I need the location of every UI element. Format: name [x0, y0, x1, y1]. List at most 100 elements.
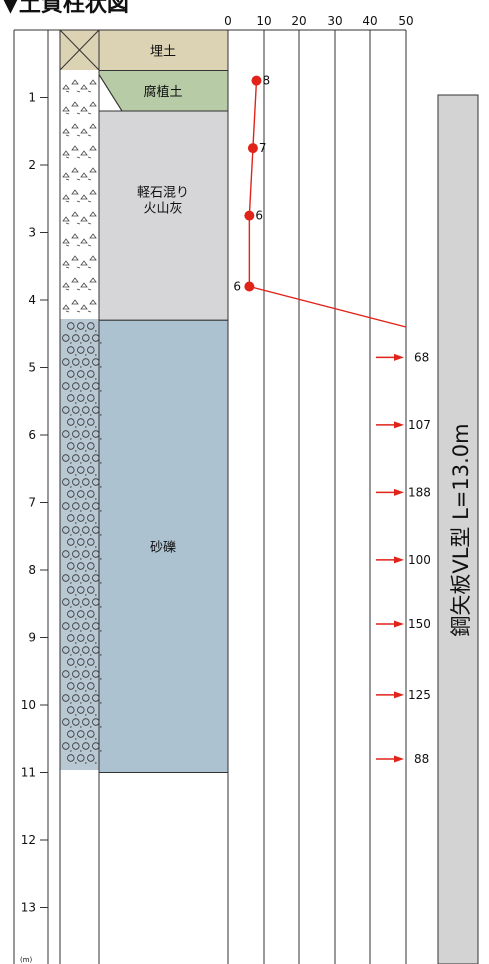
- sand-dot: [90, 606, 92, 608]
- soil-pattern-column: [59, 29, 102, 770]
- gravel-mark: [72, 406, 80, 414]
- depth-tick-label: 10: [21, 698, 36, 712]
- sand-dot: [75, 642, 77, 644]
- sand-dot: [85, 378, 87, 380]
- gravel-mark: [77, 322, 85, 330]
- ash-mark: [76, 112, 81, 115]
- gravel-mark: [72, 694, 80, 702]
- sand-dot: [75, 402, 77, 404]
- spt-over-value-label: 68: [414, 350, 429, 364]
- pumice-mark: [89, 299, 97, 305]
- ash-mark: [65, 200, 70, 203]
- ash-mark: [76, 156, 81, 159]
- gravel-mark: [82, 478, 90, 486]
- sand-dot: [95, 498, 97, 500]
- sand-dot: [95, 474, 97, 476]
- gravel-mark: [62, 550, 70, 558]
- depth-tick-label: 2: [28, 158, 36, 172]
- sand-dot: [70, 462, 72, 464]
- pumice-mark: [62, 282, 70, 288]
- gravel-mark: [67, 346, 75, 354]
- spt-over-arrow-head: [394, 755, 404, 763]
- sand-dot: [75, 714, 77, 716]
- sand-dot: [85, 474, 87, 476]
- gravel-mark: [62, 406, 70, 414]
- pumice-mark: [89, 145, 97, 151]
- gravel-mark: [62, 382, 70, 390]
- sand-dot: [75, 570, 77, 572]
- gravel-mark: [62, 694, 70, 702]
- gravel-mark: [87, 442, 95, 450]
- sand-dot: [80, 726, 82, 728]
- pumice-mark: [62, 304, 70, 310]
- sand-dot: [100, 630, 102, 632]
- gravel-mark: [67, 442, 75, 450]
- gravel-mark: [87, 346, 95, 354]
- pumice-mark: [71, 211, 79, 217]
- gravel-mark: [77, 658, 85, 666]
- sand-dot: [85, 690, 87, 692]
- gravel-mark: [67, 490, 75, 498]
- spt-value-label: 7: [259, 141, 267, 155]
- ash-mark: [65, 90, 70, 93]
- sand-dot: [85, 666, 87, 668]
- soil-layer-label-line: 埋土: [150, 44, 176, 59]
- spt-over-value-label: 125: [408, 688, 431, 702]
- depth-tick-label: 4: [28, 293, 36, 307]
- spt-over-arrow-head: [394, 620, 404, 628]
- gravel-mark: [82, 358, 90, 366]
- gravel-mark: [67, 514, 75, 522]
- soil-layer-fill: [98, 319, 229, 773]
- sand-dot: [75, 666, 77, 668]
- sand-dot: [95, 666, 97, 668]
- depth-tick-label: 5: [28, 361, 36, 375]
- pumice-mark: [62, 84, 70, 90]
- sand-dot: [75, 738, 77, 740]
- gravel-mark: [72, 574, 80, 582]
- sand-dot: [85, 618, 87, 620]
- sand-dot: [80, 390, 82, 392]
- n-axis-tick-label: 20: [291, 14, 306, 28]
- ash-mark: [76, 178, 81, 181]
- sand-dot: [70, 654, 72, 656]
- gravel-mark: [87, 706, 95, 714]
- ash-mark: [87, 310, 92, 313]
- ash-mark: [65, 222, 70, 225]
- gravel-mark: [82, 526, 90, 534]
- ash-mark: [65, 178, 70, 181]
- depth-tick-label: 12: [21, 833, 36, 847]
- spt-over-arrow-head: [394, 353, 404, 361]
- pumice-mark: [80, 260, 88, 266]
- sand-dot: [100, 414, 102, 416]
- sand-dot: [80, 654, 82, 656]
- gravel-mark: [72, 526, 80, 534]
- depth-tick-label: 6: [28, 428, 36, 442]
- ash-mark: [87, 200, 92, 203]
- sand-dot: [70, 558, 72, 560]
- sand-dot: [70, 630, 72, 632]
- sand-dot: [85, 714, 87, 716]
- sand-dot: [80, 750, 82, 752]
- ash-mark: [87, 134, 92, 137]
- ash-mark: [65, 310, 70, 313]
- gravel-mark: [87, 610, 95, 618]
- sand-dot: [85, 738, 87, 740]
- sand-dot: [70, 678, 72, 680]
- gravel-mark: [82, 430, 90, 438]
- gravel-mark: [72, 670, 80, 678]
- pumice-mark: [71, 189, 79, 195]
- gravel-mark: [72, 502, 80, 510]
- spt-point: [247, 143, 258, 154]
- spt-over-value-label: 88: [414, 752, 429, 766]
- sand-dot: [100, 726, 102, 728]
- spt-over-arrow-head: [394, 556, 404, 564]
- ash-mark: [65, 112, 70, 115]
- ash-mark: [76, 288, 81, 291]
- spt-point: [244, 281, 255, 292]
- sand-dot: [100, 342, 102, 344]
- soil-layer-label: 砂礫: [150, 539, 176, 555]
- n-axis-tick-label: 50: [398, 14, 413, 28]
- ash-mark: [87, 222, 92, 225]
- sand-dot: [95, 402, 97, 404]
